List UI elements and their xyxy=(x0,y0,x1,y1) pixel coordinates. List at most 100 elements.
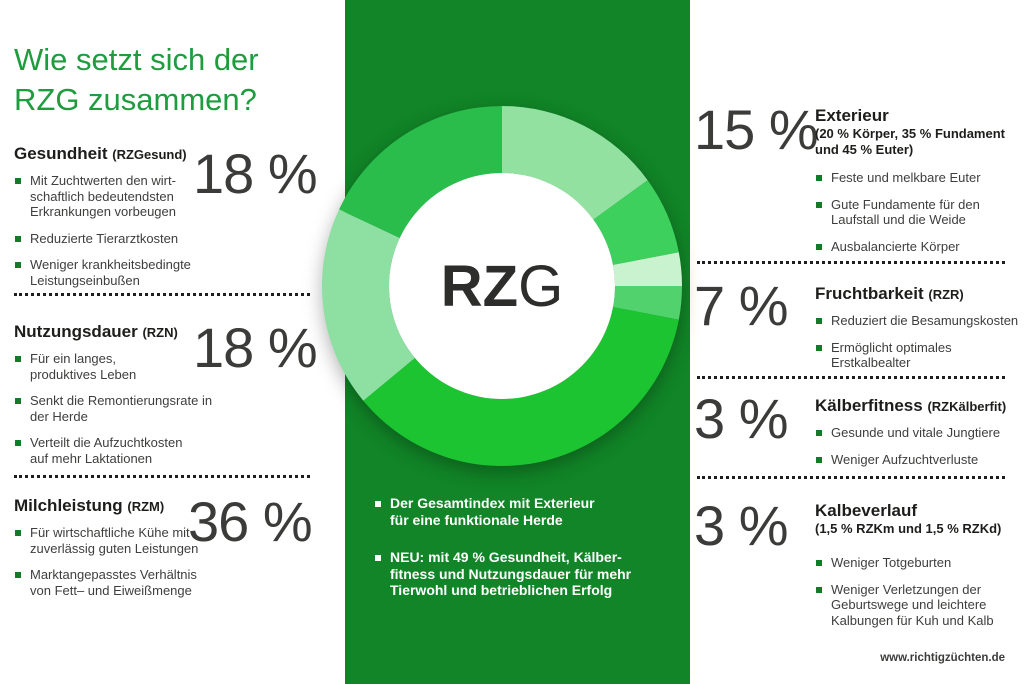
list-item: Gesunde und vitale Jungtiere xyxy=(815,425,1030,441)
bullet-text: Gute Fundamente für den Laufstall und di… xyxy=(831,196,980,228)
bullet-square-icon xyxy=(816,456,822,463)
percentage-kalbeverlauf: 3 % xyxy=(694,494,788,557)
bullet-square-icon xyxy=(15,572,21,578)
dotted-divider xyxy=(697,261,1005,264)
percentage-nutzungsdauer: 18 % xyxy=(193,316,318,379)
rzg-logo: RZG xyxy=(402,258,602,316)
list-item: Der Gesamtindex mit Exterieur für eine f… xyxy=(374,495,674,528)
bullet-text: Weniger krankheitsbedingte Leistungseinb… xyxy=(30,257,191,288)
section-nutzungsdauer: Nutzungsdauer (RZN) Für ein langes, prod… xyxy=(14,322,314,477)
heading-text: Exterieur xyxy=(815,106,889,125)
heading-code: (RZN) xyxy=(142,325,178,340)
bullet-square-icon xyxy=(375,555,381,561)
bullet-square-icon xyxy=(816,430,822,436)
list-item: Weniger krankheitsbedingte Leistungseinb… xyxy=(14,257,314,288)
dotted-divider xyxy=(14,293,310,296)
donut-segment-milchleistung xyxy=(363,307,679,466)
heading-subtitle: (1,5 % RZKm und 1,5 % RZKd) xyxy=(815,521,1002,536)
bullet-text: Senkt die Remontierungsrate in der Herde xyxy=(30,393,213,424)
bullet-square-icon xyxy=(15,530,21,536)
dotted-divider xyxy=(14,475,310,478)
bullet-square-icon xyxy=(816,318,822,324)
bullet-square-icon xyxy=(15,356,21,362)
bullet-text: Reduziert die Besamungskosten xyxy=(831,313,1019,328)
heading-code: (RZM) xyxy=(127,499,165,514)
heading-text: Fruchtbarkeit xyxy=(815,284,924,303)
bullet-square-icon xyxy=(816,560,822,566)
percentage-fruchtbarkeit: 7 % xyxy=(694,274,788,337)
heading-subtitle: (20 % Körper, 35 % Fundament und 45 % Eu… xyxy=(815,126,1005,157)
section-kalbeverlauf: Kalbeverlauf (1,5 % RZKm und 1,5 % RZKd)… xyxy=(815,501,1030,639)
heading-text: Milchleistung xyxy=(14,496,123,515)
bullet-text: Weniger Verletzungen der Geburtswege und… xyxy=(831,581,994,628)
heading-code: (RZR) xyxy=(928,287,964,302)
bullet-text: Reduzierte Tierarztkosten xyxy=(30,230,179,246)
section-exterieur: Exterieur (20 % Körper, 35 % Fundament u… xyxy=(815,106,1030,265)
section-heading: Fruchtbarkeit (RZR) xyxy=(815,284,1030,305)
rzg-logo-bold: RZ xyxy=(440,254,519,319)
donut-segment-exterieur xyxy=(502,106,648,220)
percentage-milchleistung: 36 % xyxy=(188,490,313,553)
bullet-text: NEU: mit 49 % Gesundheit, Kälber- fitnes… xyxy=(390,549,632,598)
section-gesundheit: Gesundheit (RZGesund) Mit Zuchtwerten de… xyxy=(14,144,314,299)
list-item: NEU: mit 49 % Gesundheit, Kälber- fitnes… xyxy=(374,549,674,599)
heading-text: Kälberfitness xyxy=(815,396,923,415)
bullet-text: Weniger Aufzuchtverluste xyxy=(831,451,979,467)
section-milchleistung: Milchleistung (RZM) Für wirtschaftliche … xyxy=(14,496,314,609)
list-item: Weniger Aufzuchtverluste xyxy=(815,452,1030,468)
section-kaelberfitness: Kälberfitness (RZKälberfit) Gesunde und … xyxy=(815,396,1030,478)
bullet-square-icon xyxy=(15,398,21,404)
list-item: Für wirtschaftliche Kühe mit zuverlässig… xyxy=(14,525,314,556)
bullet-text: Mit Zuchtwerten den wirt- schaftlich bed… xyxy=(30,173,176,219)
bullet-text: Für wirtschaftliche Kühe mit zuverlässig… xyxy=(30,525,199,556)
list-item: Reduzierte Tierarztkosten xyxy=(14,231,314,247)
heading-code: (RZGesund) xyxy=(112,147,187,162)
donut-segment-fruchtbarkeit xyxy=(593,180,679,265)
website-url: www.richtigzüchten.de xyxy=(880,652,1005,664)
dotted-divider xyxy=(697,476,1005,479)
bullet-text: Gesunde und vitale Jungtiere xyxy=(831,425,1001,440)
bullet-square-icon xyxy=(15,440,21,446)
section-heading: Milchleistung (RZM) xyxy=(14,496,314,517)
section-fruchtbarkeit: Fruchtbarkeit (RZR) Reduziert die Besamu… xyxy=(815,284,1030,382)
list-item: Feste und melkbare Euter xyxy=(815,170,1030,186)
list-item: Ermöglicht optimales Erstkalbealter xyxy=(815,340,1030,371)
list-item: Mit Zuchtwerten den wirt- schaftlich bed… xyxy=(14,173,314,220)
bullet-square-icon xyxy=(816,243,822,250)
heading-code: (RZKälberfit) xyxy=(927,399,1007,414)
bullet-text: Weniger Totgeburten xyxy=(831,555,952,570)
bullet-text: Feste und melkbare Euter xyxy=(831,170,981,185)
bullet-text: Für ein langes, produktives Leben xyxy=(30,351,137,382)
percentage-gesundheit: 18 % xyxy=(193,142,318,205)
bullet-square-icon xyxy=(15,178,21,184)
panel-summary-list: Der Gesamtindex mit Exterieur für eine f… xyxy=(374,495,674,620)
bullet-square-icon xyxy=(816,201,822,208)
bullet-text: Verteilt die Aufzuchtkosten auf mehr Lak… xyxy=(30,435,183,466)
dotted-divider xyxy=(697,376,1005,379)
donut-segment-kalbeverlauf xyxy=(613,286,682,320)
bullet-square-icon xyxy=(15,262,21,268)
percentage-exterieur: 15 % xyxy=(694,98,819,161)
bullet-square-icon xyxy=(816,175,822,181)
bullet-square-icon xyxy=(375,501,381,507)
heading-text: Gesundheit xyxy=(14,144,108,163)
bullet-text: Der Gesamtindex mit Exterieur für eine f… xyxy=(390,495,595,528)
percentage-kaelberfitness: 3 % xyxy=(694,387,788,450)
list-item: Gute Fundamente für den Laufstall und di… xyxy=(815,197,1030,228)
rzg-donut-chart xyxy=(321,106,682,466)
list-item: Senkt die Remontierungsrate in der Herde xyxy=(14,393,314,424)
bullet-text: Ausbalancierte Körper xyxy=(831,238,960,254)
list-item: Für ein langes, produktives Leben xyxy=(14,351,314,382)
donut-segment-gesundheit xyxy=(339,106,502,238)
heading-text: Kalbeverlauf xyxy=(815,501,918,520)
section-heading: Gesundheit (RZGesund) xyxy=(14,144,314,165)
list-item: Weniger Verletzungen der Geburtswege und… xyxy=(815,582,1030,629)
list-item: Verteilt die Aufzuchtkosten auf mehr Lak… xyxy=(14,435,314,466)
list-item: Marktangepasstes Verhältnis von Fett– un… xyxy=(14,567,314,598)
bullet-text: Ermöglicht optimales Erstkalbealter xyxy=(831,339,952,371)
bullet-square-icon xyxy=(15,235,21,242)
donut-segment-nutzungsdauer xyxy=(321,209,415,401)
section-heading: Nutzungsdauer (RZN) xyxy=(14,322,314,343)
list-item: Ausbalancierte Körper xyxy=(815,239,1030,255)
